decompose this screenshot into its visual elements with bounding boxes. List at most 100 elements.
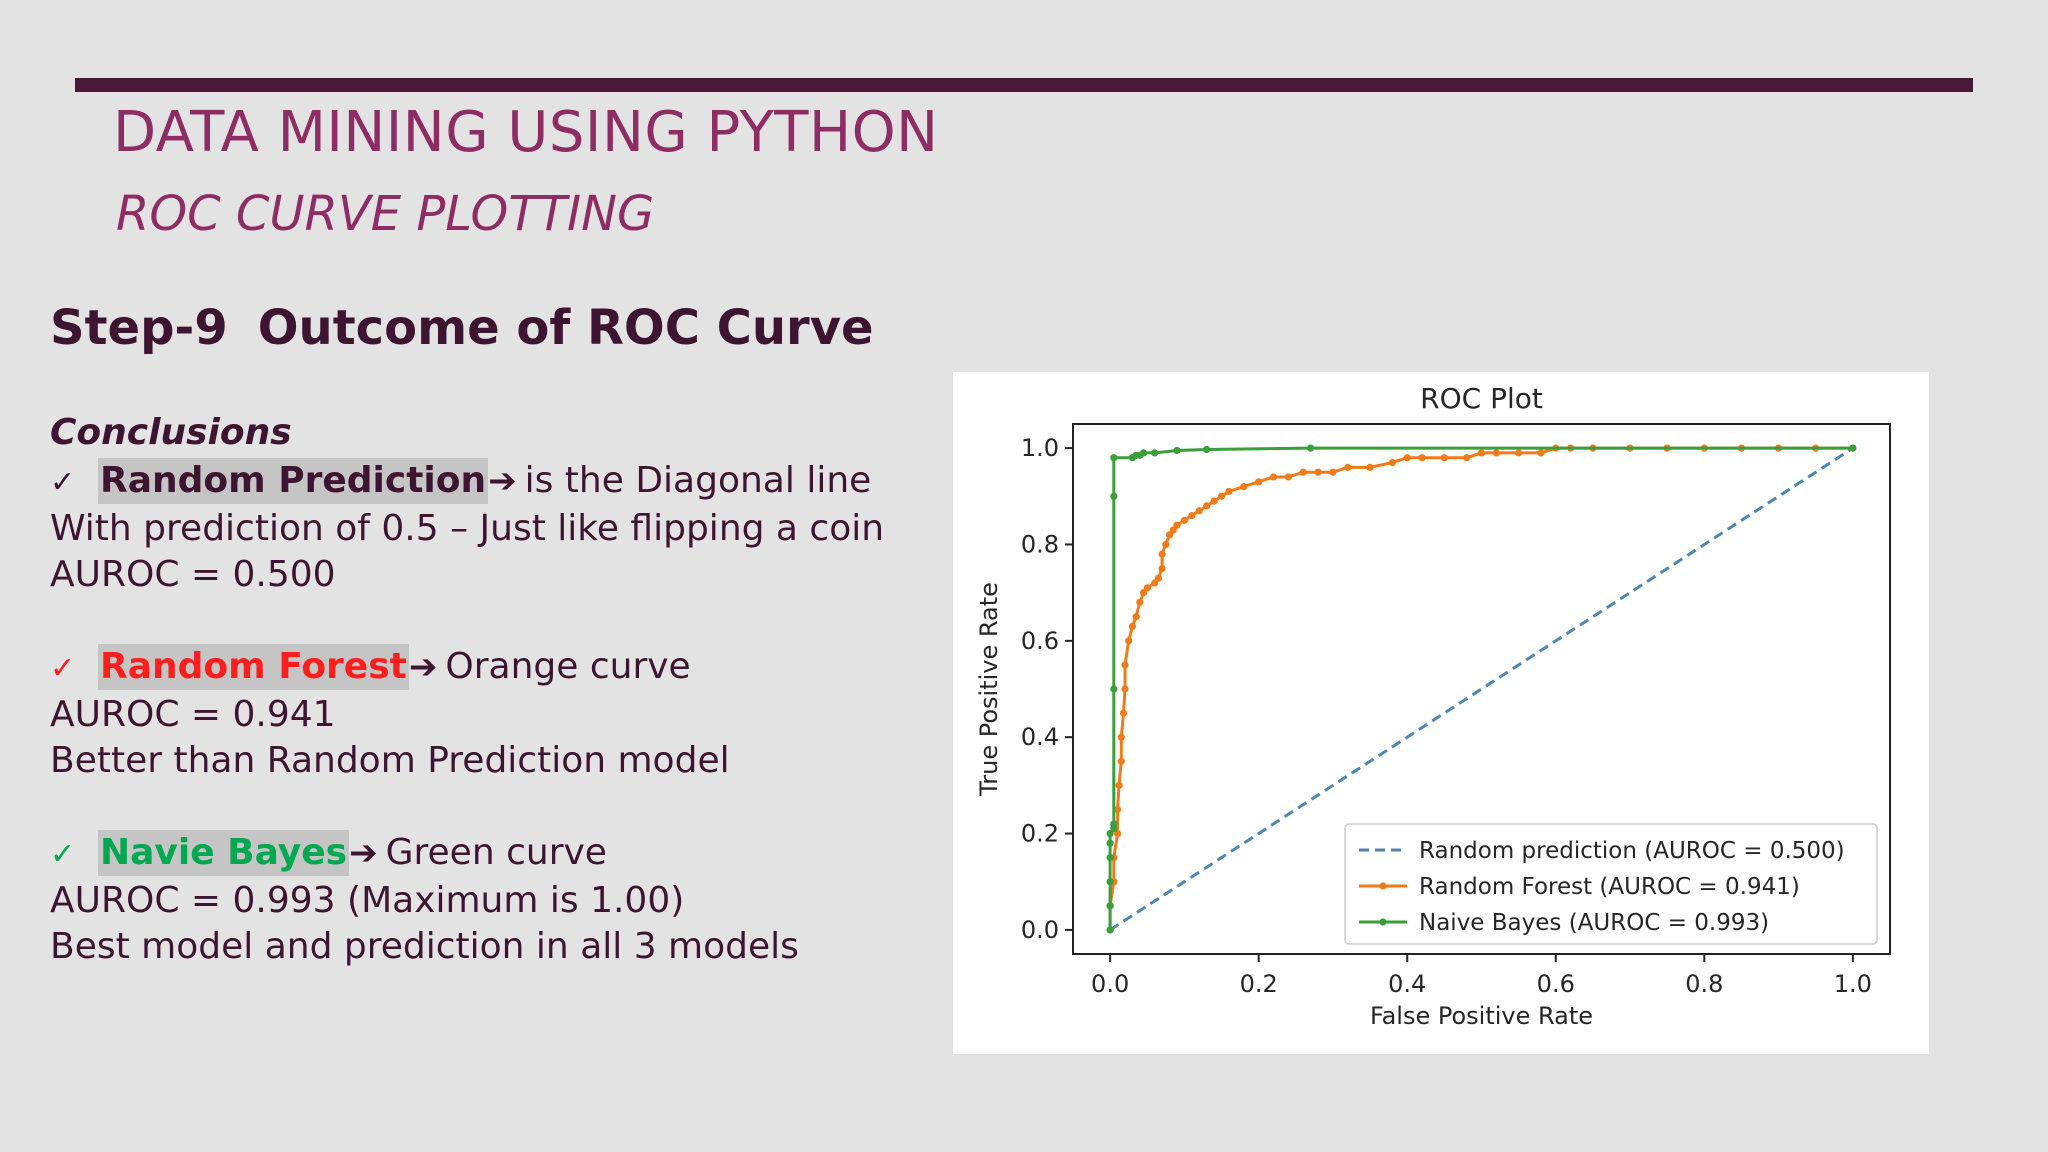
random-prediction-line	[1109, 446, 1854, 932]
random-prediction-line-2: AUROC = 0.500	[50, 554, 336, 595]
chart-legend	[1344, 823, 1878, 945]
random-forest-point	[1136, 598, 1144, 606]
x-tick-label: 0.4	[1388, 970, 1426, 998]
y-tick-label: 0.6	[1021, 627, 1059, 655]
conclusions-heading: Conclusions	[50, 412, 292, 453]
naive-bayes-point	[1110, 820, 1118, 828]
x-tick-label: 0.2	[1240, 970, 1278, 998]
random-forest-point	[1121, 661, 1129, 669]
random-forest-point	[1113, 805, 1122, 814]
random-forest-point	[1329, 468, 1337, 476]
y-tick-label: 0.8	[1021, 530, 1059, 558]
random-forest-point	[1162, 540, 1170, 549]
random-forest-point	[1463, 454, 1471, 462]
random-prediction-label: Random Prediction	[98, 458, 489, 504]
random-forest-desc: Orange curve	[445, 646, 691, 687]
x-tick-label: 1.0	[1834, 970, 1872, 998]
conclusions-section: Conclusions ✓ Random Prediction➔ is the Di…	[50, 410, 920, 1016]
right-arrow-icon: ➔	[349, 833, 378, 873]
roc-chart-panel: ROC Plot 0.0 0.2 0.4 0.6 0.8 1.0 0.0 0.2 0.4 0.6 0.…	[953, 372, 1929, 1054]
random-forest-point	[1121, 685, 1129, 693]
legend-naive-bayes-label: Naive Bayes (AUROC = 0.993)	[1419, 910, 1769, 936]
random-forest-point	[1117, 733, 1125, 741]
conclusion-random-prediction: ✓ Random Prediction➔ is the Diagonal line …	[50, 458, 920, 598]
y-axis-label: True Positive Rate	[975, 582, 1003, 797]
random-forest-point	[1240, 483, 1248, 491]
random-forest-point	[1225, 487, 1233, 496]
random-forest-point	[1537, 449, 1545, 457]
y-tick-label: 0.2	[1021, 820, 1059, 848]
random-forest-point	[1143, 584, 1151, 592]
random-forest-point	[1403, 454, 1411, 462]
naive-bayes-point	[1106, 902, 1114, 910]
naive-bayes-line-2: Best model and prediction in all 3 model…	[50, 926, 799, 967]
title-rule	[75, 78, 1973, 92]
naive-bayes-point	[1151, 449, 1159, 457]
check-mark-icon: ✓	[50, 465, 76, 500]
check-mark-icon: ✓	[50, 837, 76, 872]
random-forest-line-1: AUROC = 0.941	[50, 694, 336, 735]
random-forest-point	[1180, 516, 1189, 524]
naive-bayes-point	[1139, 449, 1148, 457]
random-forest-point	[1173, 521, 1181, 529]
x-tick-label: 0.6	[1537, 970, 1575, 998]
right-arrow-icon: ➔	[488, 461, 517, 501]
naive-bayes-point	[1203, 445, 1211, 454]
random-prediction-desc: is the Diagonal line	[524, 460, 872, 501]
y-tick-label: 1.0	[1021, 434, 1059, 462]
naive-bayes-point	[1110, 685, 1118, 693]
random-forest-point	[1314, 468, 1322, 476]
naive-bayes-label: Navie Bayes	[98, 830, 350, 876]
random-forest-point	[1115, 781, 1123, 789]
naive-bayes-line-1: AUROC = 0.993 (Maximum is 1.00)	[50, 880, 685, 921]
random-forest-point	[1299, 468, 1307, 476]
random-forest-point	[1388, 458, 1396, 467]
x-axis-label: False Positive Rate	[1370, 1002, 1593, 1030]
random-prediction-line-1: With prediction of 0.5 – Just like flipp…	[50, 508, 885, 549]
naive-bayes-point	[1106, 854, 1114, 862]
random-forest-point	[1117, 757, 1125, 765]
step-title: Outcome of ROC Curve	[257, 300, 874, 356]
conclusion-random-forest: ✓ Random Forest➔ Orange curve AUROC = 0.94…	[50, 644, 920, 784]
legend-random-forest-label: Random Forest (AUROC = 0.941)	[1419, 874, 1800, 900]
random-forest-point	[1128, 622, 1137, 630]
legend-random-forest-marker	[1379, 882, 1387, 890]
random-forest-line-2: Better than Random Prediction model	[50, 740, 730, 781]
random-forest-point	[1158, 550, 1166, 558]
naive-bayes-point	[1110, 454, 1118, 462]
naive-bayes-point	[1106, 839, 1114, 847]
check-mark-icon: ✓	[50, 651, 76, 686]
random-forest-point	[1492, 449, 1500, 457]
naive-bayes-point	[1173, 446, 1181, 455]
random-forest-point	[1515, 449, 1523, 457]
random-forest-point	[1440, 454, 1448, 462]
random-forest-point	[1366, 463, 1374, 471]
random-forest-point	[1195, 507, 1203, 515]
step-label: Step-9	[50, 300, 228, 356]
plot-frame	[1072, 423, 1891, 955]
random-forest-point	[1188, 511, 1196, 520]
naive-bayes-point	[1307, 444, 1315, 452]
x-tick-label: 0.8	[1685, 970, 1723, 998]
naive-bayes-desc: Green curve	[385, 832, 607, 873]
naive-bayes-point	[1106, 926, 1114, 934]
random-forest-point	[1255, 478, 1263, 486]
right-arrow-icon: ➔	[408, 647, 438, 687]
conclusion-naive-bayes: ✓ Navie Bayes➔ Green curve AUROC = 0.993 (…	[50, 830, 920, 970]
y-tick-label: 0.0	[1021, 916, 1059, 944]
x-tick-label: 0.0	[1091, 970, 1129, 998]
random-forest-point	[1158, 564, 1166, 573]
random-forest-point	[1269, 473, 1278, 481]
random-forest-point	[1203, 502, 1211, 510]
naive-bayes-point	[1849, 444, 1857, 452]
random-forest-label: Random Forest	[98, 644, 409, 690]
random-forest-point	[1119, 709, 1128, 717]
random-forest-point	[1125, 637, 1133, 645]
naive-bayes-point	[1110, 492, 1118, 500]
random-forest-point	[1477, 449, 1486, 457]
random-forest-point	[1132, 613, 1140, 621]
slide-subtitle: ROC CURVE PLOTTING	[116, 186, 655, 242]
legend-random-prediction-label: Random prediction (AUROC = 0.500)	[1419, 838, 1845, 864]
random-forest-point	[1154, 574, 1163, 582]
random-forest-point	[1418, 454, 1426, 462]
